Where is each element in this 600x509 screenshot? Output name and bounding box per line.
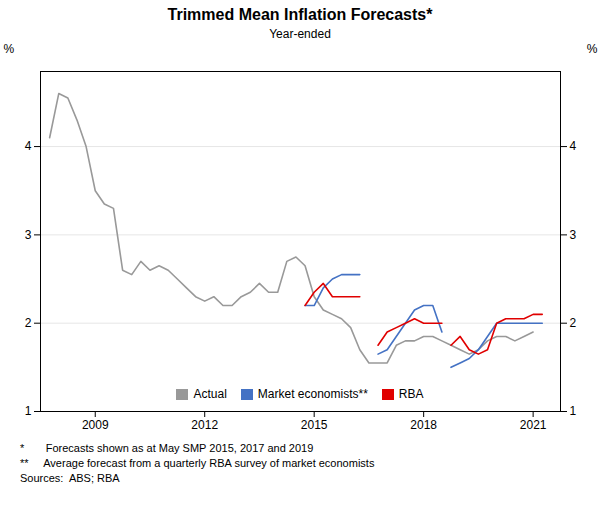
html-text:Year-ended: Year-ended xyxy=(269,27,331,41)
svg-text:1: 1 xyxy=(25,404,32,418)
svg-text:2: 2 xyxy=(25,316,32,330)
svg-text:4: 4 xyxy=(25,139,32,153)
html-text:* Forecasts shown as at May SM: * Forecasts shown as at May SMP 2015, 20… xyxy=(20,442,314,454)
svg-text:2021: 2021 xyxy=(520,418,547,432)
svg-text:3: 3 xyxy=(25,228,32,242)
html-text:Sources: ABS; RBA: Sources: ABS; RBA xyxy=(20,472,120,484)
html-text:Market economists**: Market economists** xyxy=(257,387,368,401)
html-text:RBA: RBA xyxy=(398,387,424,401)
svg-text:2009: 2009 xyxy=(82,418,109,432)
html-text:Actual: Actual xyxy=(193,387,227,401)
html-text:** Average forecast from a qua: ** Average forecast from a quarterly RBA… xyxy=(20,457,375,469)
svg-text:4: 4 xyxy=(570,139,577,153)
svg-text:%: % xyxy=(587,42,598,56)
svg-text:3: 3 xyxy=(570,228,577,242)
svg-text:1: 1 xyxy=(570,404,577,418)
html-text:Trimmed Mean Inflation Forecas: Trimmed Mean Inflation Forecasts* xyxy=(167,6,433,23)
svg-text:%: % xyxy=(4,42,15,56)
svg-text:2015: 2015 xyxy=(301,418,328,432)
svg-text:2012: 2012 xyxy=(191,418,218,432)
svg-text:2: 2 xyxy=(570,316,577,330)
svg-text:2018: 2018 xyxy=(410,418,437,432)
